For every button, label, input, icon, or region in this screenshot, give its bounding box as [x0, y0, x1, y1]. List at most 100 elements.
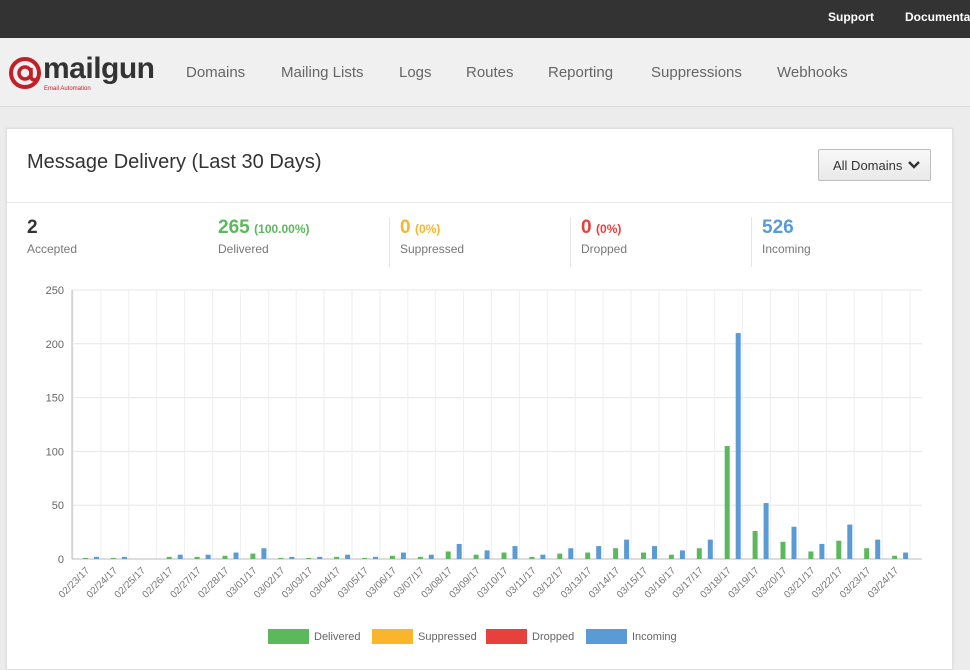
bar-incoming [568, 548, 574, 559]
chevron-down-icon [908, 161, 920, 169]
bar-delivered [166, 556, 172, 559]
stat-label: Suppressed [400, 242, 465, 256]
bar-incoming [707, 539, 713, 559]
nav-suppressions[interactable]: Suppressions [651, 64, 742, 81]
bar-incoming [735, 333, 741, 559]
bar-incoming [428, 554, 434, 559]
bar-incoming [233, 552, 239, 559]
bar-delivered [892, 555, 898, 559]
bar-incoming [400, 552, 406, 559]
bar-delivered [445, 551, 451, 559]
bar-incoming [484, 550, 490, 559]
stat-suppressed: 0 (0%) Suppressed [389, 217, 560, 267]
delivery-chart: 05010015020025002/23/1702/24/1702/25/170… [46, 285, 922, 644]
stat-value: 2 [27, 217, 38, 238]
nav-routes[interactable]: Routes [466, 64, 514, 81]
bar-incoming [624, 539, 630, 559]
legend-label-dropped: Dropped [532, 631, 574, 643]
bar-delivered [83, 557, 88, 559]
bar-incoming [596, 546, 602, 559]
bar-incoming [847, 524, 853, 559]
logo-wordmark: mailgun [43, 52, 155, 85]
bar-delivered [222, 555, 228, 559]
stat-pct: (0%) [596, 222, 622, 236]
bar-incoming [289, 556, 295, 559]
bar-delivered [668, 554, 674, 559]
bar-incoming [177, 554, 183, 559]
bar-delivered [306, 557, 312, 559]
y-tick-label: 150 [46, 393, 64, 405]
bar-delivered [501, 552, 507, 559]
bar-incoming [679, 550, 685, 559]
nav-reporting[interactable]: Reporting [548, 64, 614, 81]
bar-delivered [334, 556, 340, 559]
nav-logs[interactable]: Logs [399, 64, 432, 81]
nav-domains[interactable]: Domains [186, 64, 246, 81]
bar-delivered [529, 556, 535, 559]
bar-incoming [121, 556, 127, 559]
at-sign-icon [9, 57, 41, 89]
y-tick-label: 200 [46, 339, 64, 351]
bar-delivered [780, 541, 786, 559]
bar-delivered [808, 551, 814, 559]
bar-incoming [512, 546, 518, 559]
nav-webhooks[interactable]: Webhooks [777, 64, 848, 81]
stat-delivered: 265 (100.00%) Delivered [218, 217, 378, 267]
bar-incoming [261, 548, 267, 559]
bar-incoming [205, 554, 211, 559]
bar-delivered [194, 556, 200, 559]
y-tick-label: 50 [52, 500, 64, 512]
nav-mailing-lists[interactable]: Mailing Lists [281, 64, 364, 81]
stat-pct: (100.00%) [254, 222, 310, 236]
bar-delivered [724, 446, 730, 559]
stat-incoming: 526 Incoming [751, 217, 922, 267]
stat-value: 0 [400, 217, 411, 238]
legend-label-suppressed: Suppressed [418, 631, 477, 643]
support-link[interactable]: Support [828, 10, 874, 24]
bar-incoming [94, 556, 99, 559]
legend-swatch-delivered [268, 629, 309, 644]
legend-label-delivered: Delivered [314, 631, 360, 643]
bar-incoming [652, 546, 657, 559]
top-bar: Support Documentation [0, 0, 970, 38]
bar-delivered [752, 531, 758, 559]
y-tick-label: 250 [46, 285, 64, 297]
legend-swatch-incoming [586, 629, 627, 644]
stat-pct: (0%) [415, 222, 441, 236]
bar-delivered [864, 548, 870, 559]
bar-delivered [389, 555, 395, 559]
legend-swatch-suppressed [372, 629, 413, 644]
bar-incoming [903, 552, 909, 559]
domain-select[interactable]: All Domains [818, 149, 931, 181]
legend-swatch-dropped [486, 629, 527, 644]
bar-incoming [763, 503, 769, 559]
mailgun-logo[interactable]: mailgun Email Automation [8, 52, 155, 96]
bar-delivered [250, 553, 256, 559]
legend-label-incoming: Incoming [632, 631, 677, 643]
bar-delivered [696, 548, 702, 559]
main-nav: mailgun Email Automation Domains Mailing… [0, 38, 970, 107]
bar-delivered [278, 557, 284, 559]
y-tick-label: 0 [58, 554, 64, 566]
documentation-link[interactable]: Documentation [905, 10, 970, 24]
bar-incoming [791, 526, 797, 559]
bar-incoming [819, 543, 825, 559]
bar-delivered [110, 557, 116, 559]
domain-select-label: All Domains [833, 158, 903, 173]
y-tick-label: 100 [46, 446, 64, 458]
stat-value: 265 [218, 217, 250, 238]
header-divider [7, 202, 952, 203]
logo-tagline: Email Automation [44, 86, 91, 92]
bar-delivered [473, 554, 479, 559]
stat-label: Dropped [581, 242, 628, 256]
stat-label: Incoming [762, 242, 811, 256]
bar-delivered [417, 556, 423, 559]
bar-delivered [362, 557, 367, 559]
bar-delivered [557, 553, 563, 559]
x-tick-label: 03/24/17 [866, 565, 902, 601]
stat-accepted: 2 Accepted [27, 217, 197, 267]
stat-value: 526 [762, 217, 794, 238]
bar-delivered [836, 540, 842, 559]
bar-delivered [613, 548, 619, 559]
bar-incoming [875, 539, 881, 559]
